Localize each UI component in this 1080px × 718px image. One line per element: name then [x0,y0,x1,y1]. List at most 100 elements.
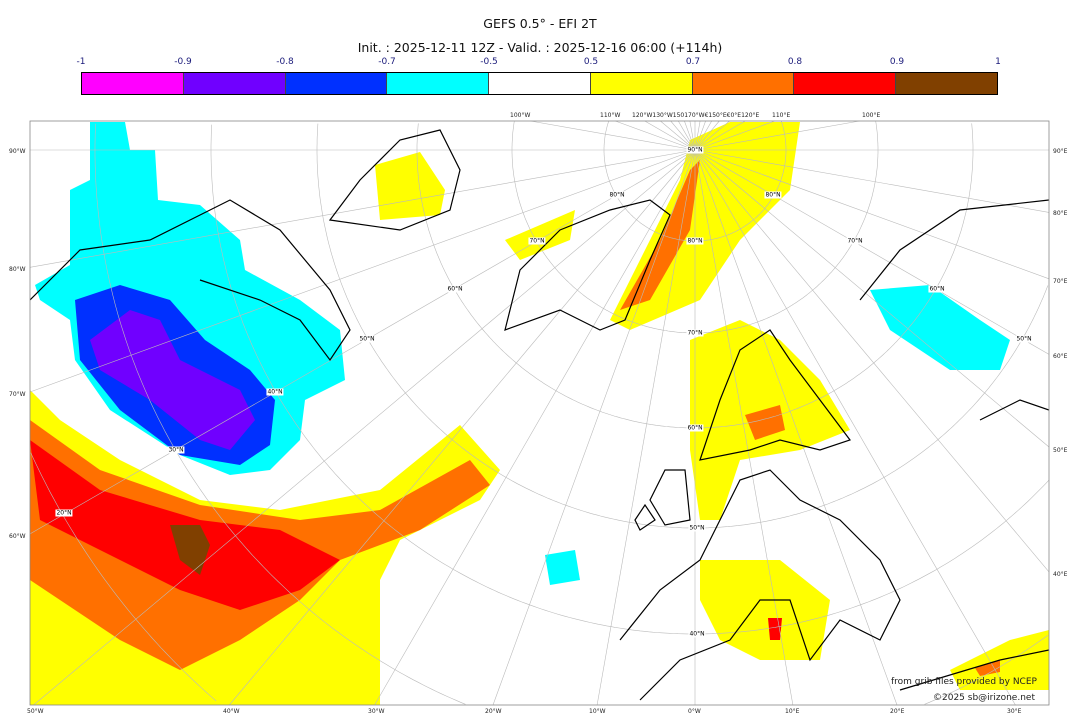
axis-label-bottom: 10°E [785,708,800,715]
latitude-circle [511,121,879,334]
axis-label-top: 100°E [862,112,881,119]
axis-label-bottom: 50°W [27,708,44,715]
meridian-line [694,120,701,151]
meridian-line [492,149,696,706]
axis-label-right: 80°E [1053,210,1068,217]
axis-label-top: 120°W130°W150170°W€150°E€0°E120°E [632,112,760,119]
colorbar-tick: -0.7 [378,57,396,67]
meridian-line [694,149,898,706]
colorbar-tick: 0.9 [889,57,905,67]
colorbar-segment [489,73,591,94]
meridian-line [694,120,712,151]
meridian-line [29,149,696,393]
latitude-circle [316,123,1049,529]
lat-label: 80°N [608,191,626,199]
lat-label: 80°N [686,237,704,245]
lat-label: 70°N [528,237,546,245]
meridian-line [694,120,860,151]
colorbar-segment [794,73,897,94]
efi-brown-atlantic [170,525,210,575]
latitude-circle [30,452,217,702]
axis-label-top: 100°W [510,112,531,119]
latitude-circle [210,124,1050,635]
efi-red-italy [768,618,782,640]
efi-yellow-italy [700,560,830,660]
meridian-line [694,120,746,151]
map-subtitle: Init. : 2025-12-11 12Z - Valid. : 2025-1… [357,40,723,55]
meridian-line [694,149,1050,448]
meridian-line [530,120,696,151]
colorbar-tick: -0.8 [276,57,294,67]
colorbar-tick: -0.9 [174,57,192,67]
colorbar-tick: 0.8 [787,57,803,67]
efi-cyan-atlantic [545,550,580,585]
colorbar-segment [183,73,286,94]
efi-yellow-baffin [505,210,575,260]
meridian-line [596,149,696,706]
meridian-line [644,120,696,151]
lat-label: 30°N [167,446,185,454]
colorbar-segment [82,73,184,94]
axis-label-top: 110°E [772,112,791,119]
axis-label-left: 90°W [9,148,26,155]
meridian-line [694,120,720,151]
lat-label: 70°N [686,329,704,337]
colorbar-segment [285,73,388,94]
meridian-line [229,149,696,706]
meridian-line [689,120,696,151]
axis-label-bottom: 10°W [589,708,606,715]
lat-label: 90°N [686,146,704,154]
axis-label-bottom: 20°W [485,708,502,715]
meridian-line [694,149,1050,355]
colorbar-segment [896,73,998,94]
colorbar [81,72,998,95]
lat-label: 60°N [686,424,704,432]
lat-label: 40°N [266,388,284,396]
coastlines [30,129,1049,701]
axis-label-bottom: 40°W [223,708,240,715]
efi-orange-turkey [975,660,1000,676]
meridian-line [694,149,794,706]
colorbar-segment [387,73,490,94]
colorbar-tick: 0.5 [583,57,599,67]
meridian-line [670,120,696,151]
data-source-credit: from grib files provided by NCEP [891,677,1037,687]
meridian-line [678,120,696,151]
lat-label: 50°N [358,335,376,343]
axis-label-right: 90°E [1053,148,1068,155]
axis-label-right: 40°E [1053,571,1068,578]
axis-label-right: 70°E [1053,278,1068,285]
lat-label: 40°N [688,630,706,638]
axis-label-left: 60°W [9,533,26,540]
axis-label-right: 60°E [1053,353,1068,360]
meridian-line [660,120,696,151]
meridian-line [694,120,775,151]
efi-purple-area [90,310,255,450]
meridian-line [694,120,706,151]
colorbar-tick: 1 [995,57,1001,67]
copyright-credit: ©2025 sb@irizone.net [933,693,1035,703]
meridian-line [615,120,696,151]
efi-orange-greenland [620,160,700,310]
colorbar-segment [590,73,693,94]
meridian-line [29,149,696,268]
latitude-circle [416,123,974,429]
map-frame [29,120,1050,706]
efi-yellow-canada [375,152,445,220]
axis-label-bottom: 20°E [890,708,905,715]
colorbar-tick: -1 [76,57,86,67]
efi-cyan-russia [870,285,1010,370]
lat-label: 50°N [688,524,706,532]
axis-label-top: 110°W [600,112,621,119]
meridian-line [374,149,696,706]
lat-label: 20°N [55,509,73,517]
lat-label: 70°N [846,237,864,245]
axis-label-left: 80°W [9,266,26,273]
lat-label: 80°N [764,191,782,199]
meridian-line [33,149,696,706]
meridian-line [694,149,1016,706]
axis-label-left: 70°W [9,391,26,398]
map-title: GEFS 0.5° - EFI 2T [483,16,597,31]
